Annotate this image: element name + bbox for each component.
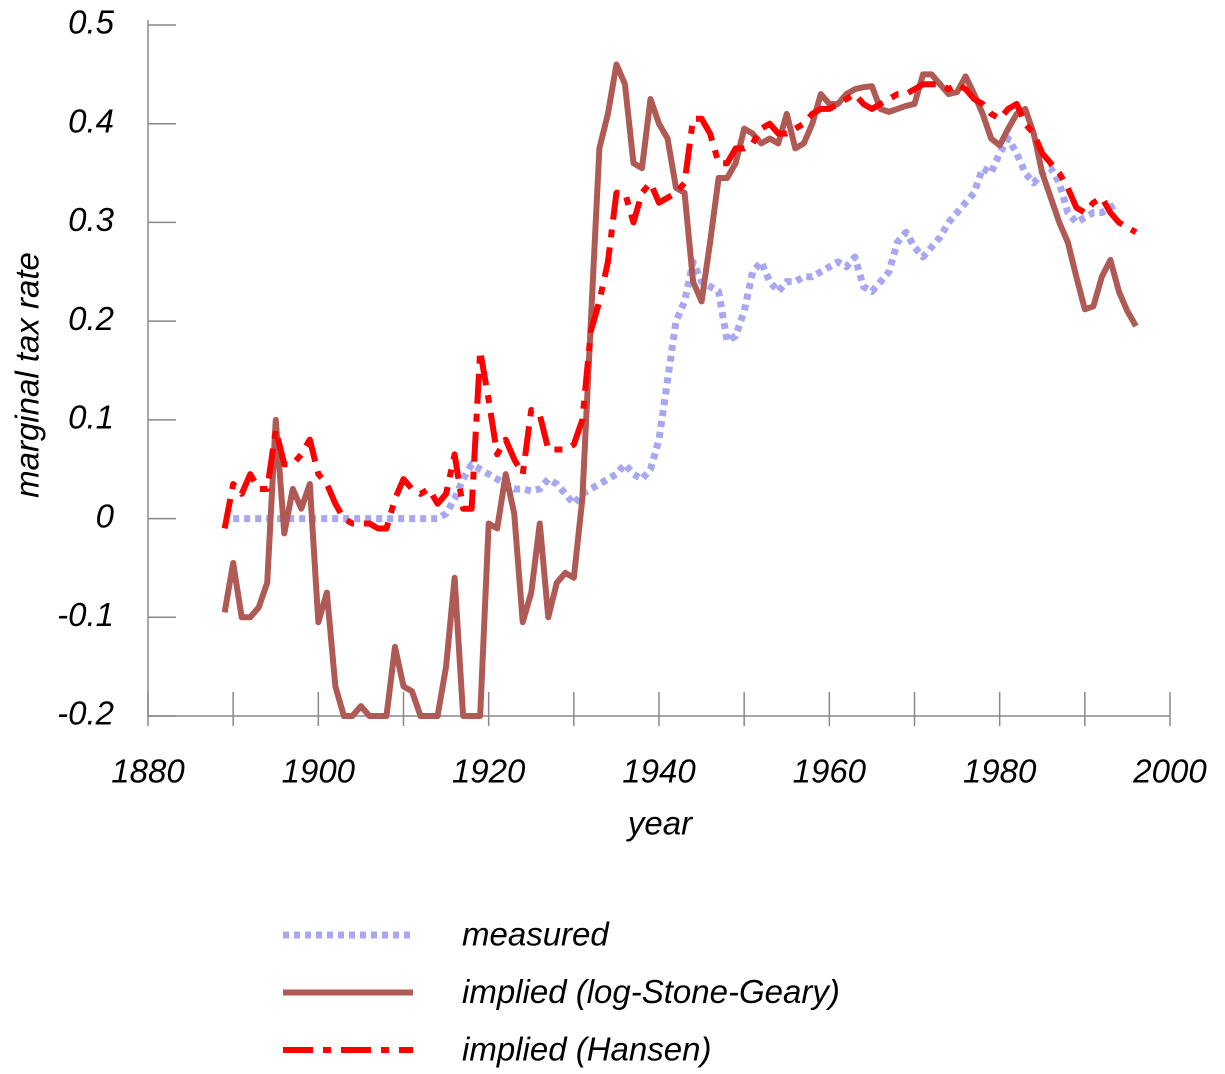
- legend-label: implied (Hansen): [462, 1031, 711, 1068]
- series-line: [221, 61, 1139, 719]
- series-line: [233, 135, 1121, 523]
- y-axis-label: marginal tax rate: [9, 252, 46, 498]
- y-tick-label: 0.3: [68, 201, 115, 238]
- y-tick-label: -0.1: [57, 596, 114, 633]
- x-tick-label: 1880: [111, 753, 185, 790]
- legend-label: measured: [462, 916, 610, 953]
- series-line: [221, 81, 1138, 532]
- y-tick-label: -0.2: [57, 695, 114, 732]
- y-tick-label: 0.4: [68, 102, 114, 139]
- x-axis-label: year: [626, 805, 694, 842]
- y-tick-label: 0.5: [68, 4, 115, 41]
- y-tick-label: 0: [96, 497, 115, 534]
- y-tick-label: 0.2: [68, 300, 114, 337]
- x-tick-label: 1900: [282, 753, 356, 790]
- x-tick-label: 1920: [452, 753, 526, 790]
- x-tick-label: 1980: [963, 753, 1037, 790]
- x-tick-label: 1940: [622, 753, 696, 790]
- x-tick-label: 1960: [793, 753, 867, 790]
- y-tick-label: 0.1: [68, 399, 114, 436]
- legend-label: implied (log-Stone-Geary): [462, 973, 840, 1010]
- x-tick-label: 2000: [1132, 753, 1207, 790]
